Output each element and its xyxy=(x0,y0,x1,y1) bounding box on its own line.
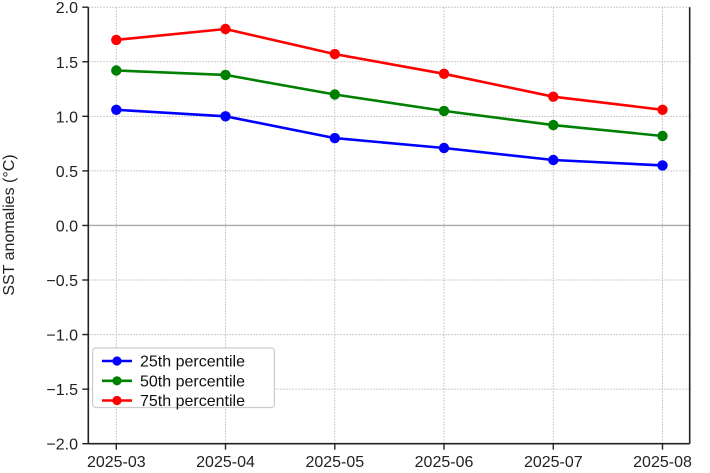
svg-text:2.0: 2.0 xyxy=(56,0,78,17)
svg-text:2025-08: 2025-08 xyxy=(633,454,692,471)
svg-text:−2.0: −2.0 xyxy=(46,437,78,454)
svg-text:0.0: 0.0 xyxy=(56,218,78,235)
svg-text:−1.0: −1.0 xyxy=(46,328,78,345)
svg-text:2025-03: 2025-03 xyxy=(87,454,146,471)
svg-text:2025-05: 2025-05 xyxy=(305,454,364,471)
svg-text:2025-07: 2025-07 xyxy=(524,454,583,471)
svg-text:2025-06: 2025-06 xyxy=(415,454,474,471)
svg-text:SST anomalies (°C): SST anomalies (°C) xyxy=(1,154,18,295)
svg-text:2025-04: 2025-04 xyxy=(196,454,255,471)
svg-text:25th percentile: 25th percentile xyxy=(140,354,245,371)
svg-text:75th percentile: 75th percentile xyxy=(140,393,245,410)
svg-text:1.0: 1.0 xyxy=(56,109,78,126)
svg-text:1.5: 1.5 xyxy=(56,55,78,72)
svg-text:0.5: 0.5 xyxy=(56,164,78,181)
svg-text:50th percentile: 50th percentile xyxy=(140,373,245,390)
svg-text:−1.5: −1.5 xyxy=(46,382,78,399)
svg-text:−0.5: −0.5 xyxy=(46,273,78,290)
